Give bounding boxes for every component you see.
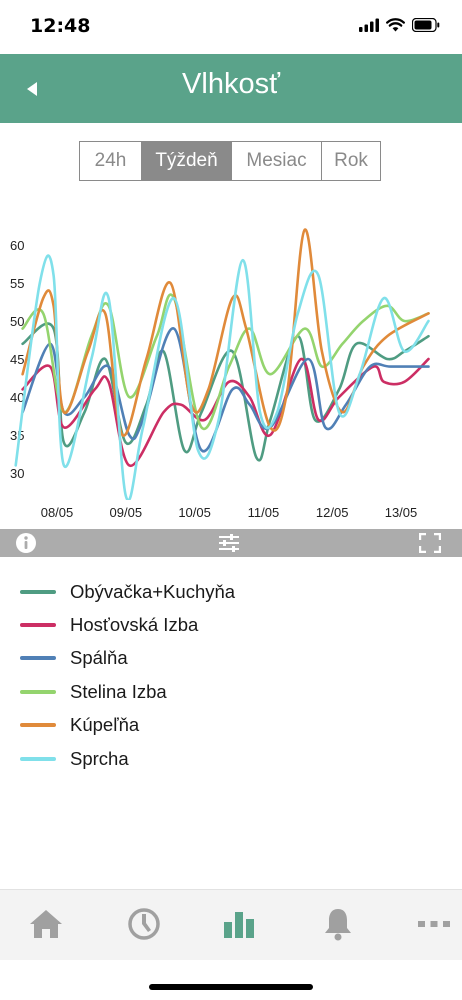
legend-label: Spálňa: [70, 647, 128, 669]
tab-week[interactable]: Týždeň: [142, 142, 232, 180]
y-tick-label: 40: [10, 390, 24, 405]
sliders-icon: [219, 534, 239, 552]
tab-month[interactable]: Mesiac: [232, 142, 322, 180]
info-icon: [16, 533, 36, 553]
back-button[interactable]: [14, 71, 50, 107]
legend-swatch: [20, 589, 56, 594]
filter-button[interactable]: [217, 531, 241, 555]
y-tick-label: 60: [10, 238, 24, 253]
legend-label: Obývačka+Kuchyňa: [70, 580, 236, 602]
legend-swatch: [20, 689, 56, 694]
series-lines: [14, 228, 430, 500]
legend-label: Stelina Izba: [70, 680, 167, 702]
legend-label: Kúpeľňa: [70, 714, 140, 736]
x-tick-label: 10/05: [178, 505, 211, 520]
battery-icon: [412, 18, 440, 32]
bell-icon: [325, 909, 351, 941]
info-button[interactable]: [14, 531, 38, 555]
legend-item[interactable]: Obývačka+Kuchyňa: [20, 575, 235, 608]
tab-statistics[interactable]: [219, 904, 259, 944]
tab-more[interactable]: [414, 904, 454, 944]
y-tick-label: 35: [10, 428, 24, 443]
header-bar: Vlhkosť: [0, 54, 462, 123]
legend-item[interactable]: Spálňa: [20, 642, 235, 675]
chart-legend: Obývačka+Kuchyňa Hosťovská Izba Spálňa Stel…: [20, 575, 235, 775]
legend-item[interactable]: Sprcha: [20, 742, 235, 775]
page-title: Vlhkosť: [182, 68, 280, 100]
x-tick-label: 12/05: [316, 505, 349, 520]
series-line-1: [21, 322, 430, 462]
tab-24h[interactable]: 24h: [80, 142, 142, 180]
x-tick-label: 08/05: [41, 505, 74, 520]
legend-label: Sprcha: [70, 747, 129, 769]
status-bar: 12:48: [0, 0, 462, 54]
y-tick-label: 45: [10, 352, 24, 367]
bottom-tab-bar: [0, 889, 462, 960]
legend-swatch: [20, 656, 56, 661]
legend-swatch: [20, 723, 56, 728]
status-time: 12:48: [30, 15, 91, 37]
series-line-2: [21, 357, 430, 467]
legend-swatch: [20, 623, 56, 628]
clock-icon: [128, 908, 160, 940]
x-tick-label: 09/05: [110, 505, 143, 520]
legend-label: Hosťovská Izba: [70, 614, 199, 636]
y-tick-label: 50: [10, 314, 24, 329]
tab-notifications[interactable]: [318, 904, 358, 944]
more-icon: [418, 921, 450, 927]
period-selector: 24h Týždeň Mesiac Rok: [79, 141, 381, 181]
y-tick-label: 55: [10, 276, 24, 291]
back-arrow-icon: [27, 82, 37, 96]
fullscreen-icon: [419, 533, 441, 553]
x-tick-label: 11/05: [248, 505, 280, 520]
legend-swatch: [20, 756, 56, 761]
home-icon: [30, 910, 62, 938]
wifi-icon: [386, 18, 405, 32]
fullscreen-button[interactable]: [418, 531, 442, 555]
tab-home[interactable]: [26, 904, 66, 944]
tab-history[interactable]: [124, 904, 164, 944]
y-axis: 30 35 40 45 50 55 60: [10, 238, 24, 481]
legend-item[interactable]: Stelina Izba: [20, 675, 235, 708]
x-axis: 08/05 09/05 10/05 11/05 12/05 13/05: [41, 505, 418, 520]
series-line-5: [21, 228, 430, 437]
tab-year[interactable]: Rok: [334, 150, 368, 171]
humidity-chart: 30 35 40 45 50 55 60 08/05 09/05 10/05 11/05 12/05…: [10, 228, 430, 520]
x-tick-label: 13/05: [385, 505, 418, 520]
y-tick-label: 30: [10, 466, 24, 481]
signal-icon: [359, 18, 379, 32]
home-indicator: [149, 984, 313, 990]
legend-item[interactable]: Kúpeľňa: [20, 709, 235, 742]
series-line-6: [14, 254, 430, 500]
status-icons: [359, 18, 440, 32]
bar-chart-icon: [224, 912, 254, 938]
chart-toolbar: [0, 529, 462, 557]
legend-item[interactable]: Hosťovská Izba: [20, 608, 235, 641]
series-line-4: [21, 293, 430, 431]
